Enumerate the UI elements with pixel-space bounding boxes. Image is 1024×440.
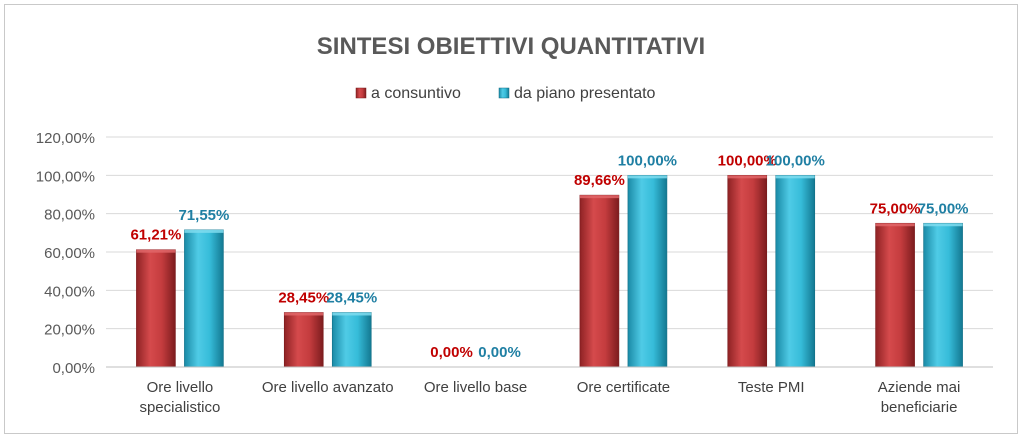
chart-title: SINTESI OBIETTIVI QUANTITATIVI xyxy=(317,33,705,60)
x-tick-label: Ore livello base xyxy=(424,379,527,396)
data-label: 89,66% xyxy=(574,172,625,189)
bar-top-bevel xyxy=(136,249,176,253)
legend-label: da piano presentato xyxy=(514,85,656,102)
gridlines xyxy=(106,136,993,368)
y-tick-label: 60,00% xyxy=(44,245,95,262)
bar-consuntivo xyxy=(136,249,176,368)
y-tick-label: 20,00% xyxy=(44,322,95,339)
legend-label: a consuntivo xyxy=(371,85,461,102)
x-tick-label: Ore livello xyxy=(147,379,214,396)
bar-piano xyxy=(627,175,668,368)
data-label: 100,00% xyxy=(718,152,777,169)
bar-top-bevel xyxy=(923,223,963,227)
y-tick-label: 80,00% xyxy=(44,207,95,224)
x-tick-label: Aziende mai xyxy=(878,379,961,396)
legend-swatch xyxy=(498,87,510,99)
bar-top-bevel xyxy=(627,175,667,179)
bar-top-bevel xyxy=(875,223,915,227)
data-label: 75,00% xyxy=(870,200,921,217)
y-tick-label: 100,00% xyxy=(36,168,95,185)
bar-top-bevel xyxy=(332,312,372,316)
bar-piano xyxy=(331,312,372,368)
legend-swatch xyxy=(355,87,367,99)
chart: SINTESI OBIETTIVI QUANTITATIVI a consunt… xyxy=(36,33,993,416)
x-tick-label: Teste PMI xyxy=(738,379,805,396)
chart-frame: SINTESI OBIETTIVI QUANTITATIVI a consunt… xyxy=(4,4,1018,434)
data-label: 61,21% xyxy=(130,227,181,244)
data-labels: 61,21% 71,55% 28,45%28,45% 0,00% 0,00% 89,66%… xyxy=(130,152,968,361)
bar-top-bevel xyxy=(184,229,224,233)
bar-consuntivo xyxy=(283,312,324,368)
x-tick-label: beneficiarie xyxy=(881,399,958,416)
bar-top-bevel xyxy=(579,195,619,199)
x-tick-label: Ore livello avanzato xyxy=(262,379,394,396)
y-tick-label: 0,00% xyxy=(52,360,95,377)
data-label: 0,00% xyxy=(478,344,521,361)
data-label: 100,00% xyxy=(618,152,677,169)
bar-top-bevel xyxy=(284,312,324,316)
x-axis: Ore livello specialistico Ore livello avan… xyxy=(106,366,993,416)
bar-top-bevel xyxy=(775,175,815,179)
data-label: 0,00% xyxy=(430,344,473,361)
bar-piano xyxy=(775,175,816,368)
bar-top-bevel xyxy=(727,175,767,179)
data-label: 100,00% xyxy=(766,152,825,169)
bar-consuntivo xyxy=(579,194,620,368)
data-label: 28,45% xyxy=(278,289,329,306)
bar-piano xyxy=(923,222,963,368)
x-tick-label: Ore certificate xyxy=(577,379,670,396)
data-label: 75,00% xyxy=(918,200,969,217)
data-label: 28,45% xyxy=(326,289,377,306)
y-tick-label: 40,00% xyxy=(44,283,95,300)
x-tick-label: specialistico xyxy=(139,399,220,416)
bar-consuntivo xyxy=(875,222,915,368)
bar-piano xyxy=(184,229,224,368)
legend: a consuntivo da piano presentato xyxy=(355,85,656,102)
bars xyxy=(136,175,963,368)
y-axis: 0,00% 20,00% 40,00% 60,00% 80,00% 100,00% 120,… xyxy=(36,130,95,377)
y-tick-label: 120,00% xyxy=(36,130,95,147)
data-label: 71,55% xyxy=(178,207,229,224)
bar-consuntivo xyxy=(727,175,768,368)
